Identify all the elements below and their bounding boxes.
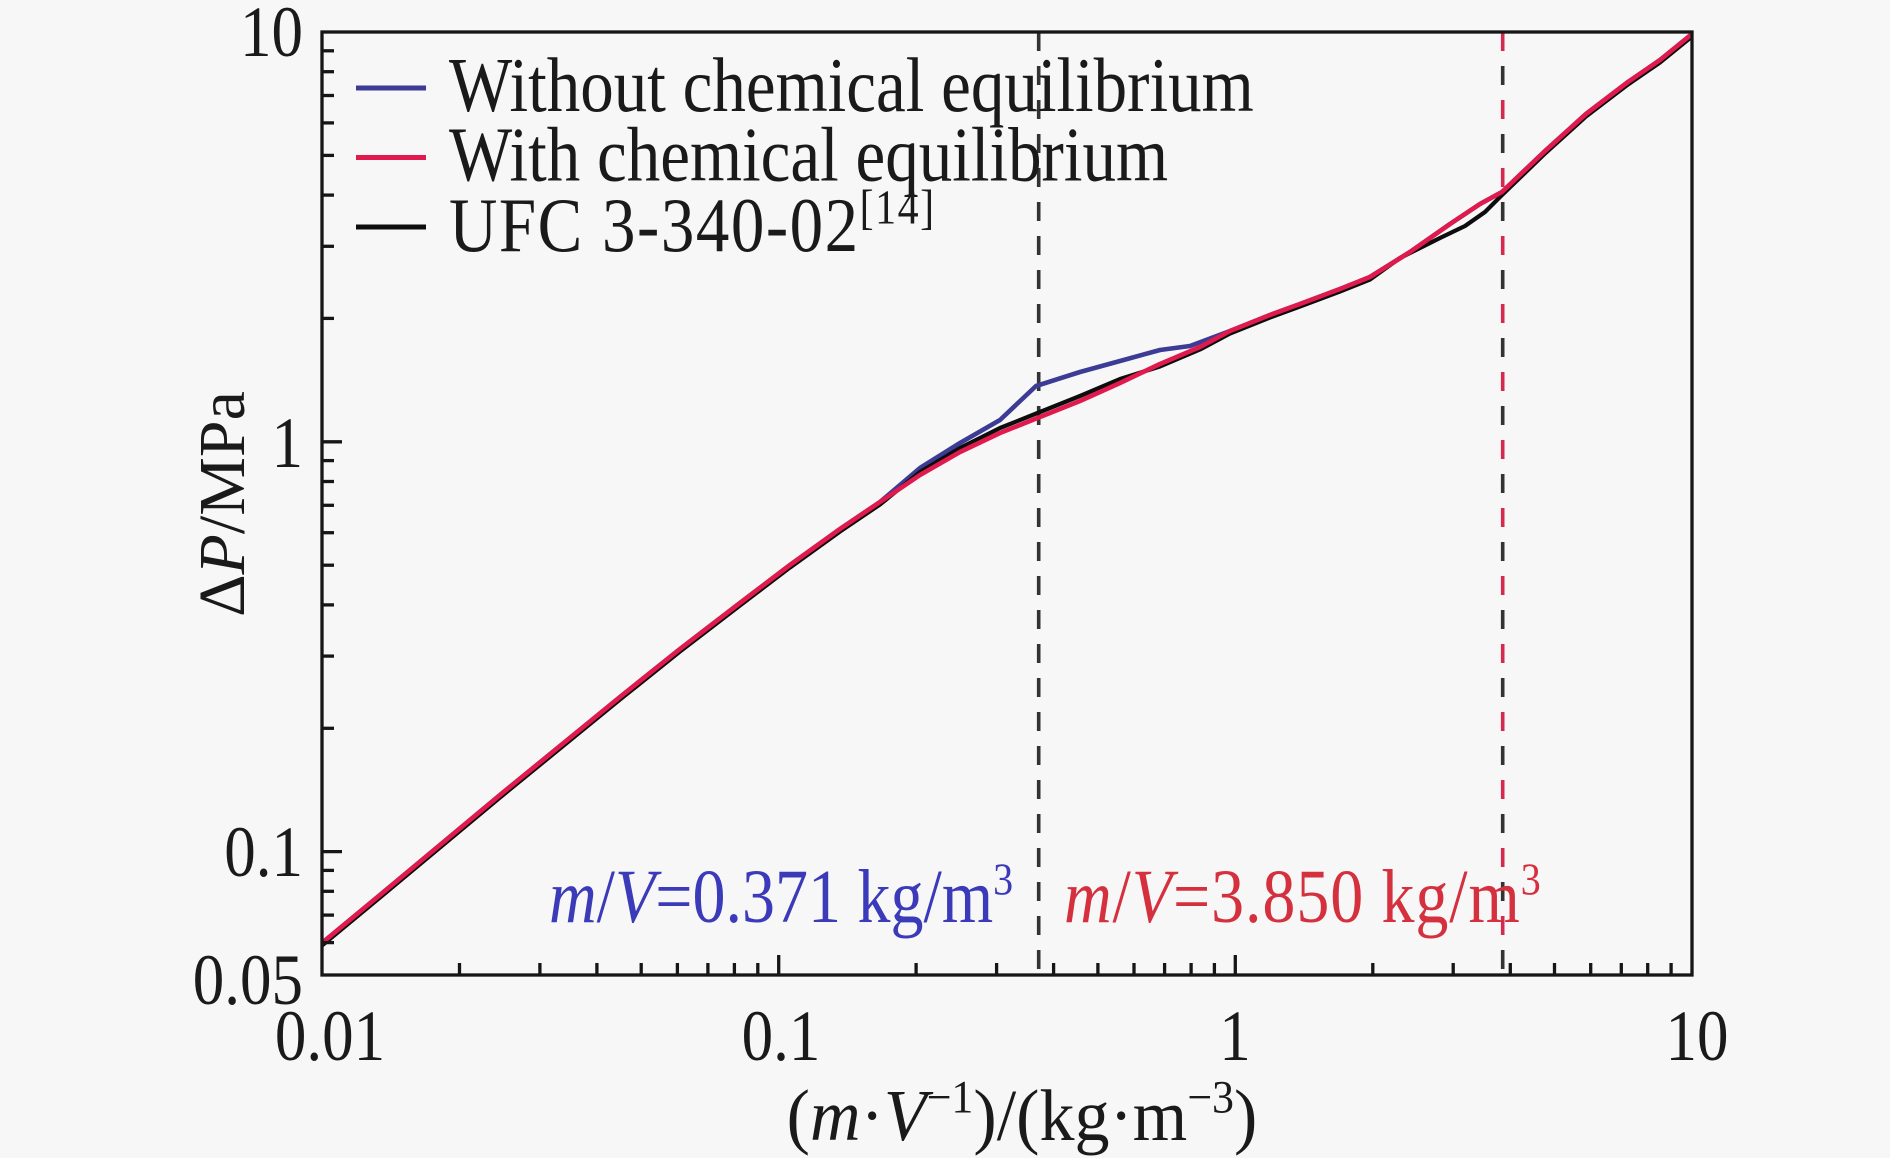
svg-text:With chemical equilibrium: With chemical equilibrium (449, 112, 1168, 197)
svg-text:m/V=3.850 kg/m3: m/V=3.850 kg/m3 (1064, 855, 1542, 939)
svg-text:10: 10 (240, 0, 303, 72)
svg-text:UFC 3-340-02[14]: UFC 3-340-02[14] (449, 181, 936, 268)
svg-text:0.1: 0.1 (742, 996, 821, 1076)
svg-text:10: 10 (1666, 996, 1729, 1076)
svg-text:0.01: 0.01 (275, 996, 385, 1076)
svg-text:0.1: 0.1 (224, 812, 303, 892)
svg-text:0.05: 0.05 (193, 940, 303, 1020)
svg-text:m/V=0.371 kg/m3: m/V=0.371 kg/m3 (549, 855, 1013, 939)
svg-text:Without chemical equilibrium: Without chemical equilibrium (449, 43, 1254, 128)
svg-text:ΔP/MPa: ΔP/MPa (186, 391, 259, 617)
svg-text:(m·V−1)/(kg·m−3): (m·V−1)/(kg·m−3) (787, 1072, 1258, 1157)
svg-text:1: 1 (272, 403, 303, 483)
svg-text:1: 1 (1219, 996, 1250, 1076)
